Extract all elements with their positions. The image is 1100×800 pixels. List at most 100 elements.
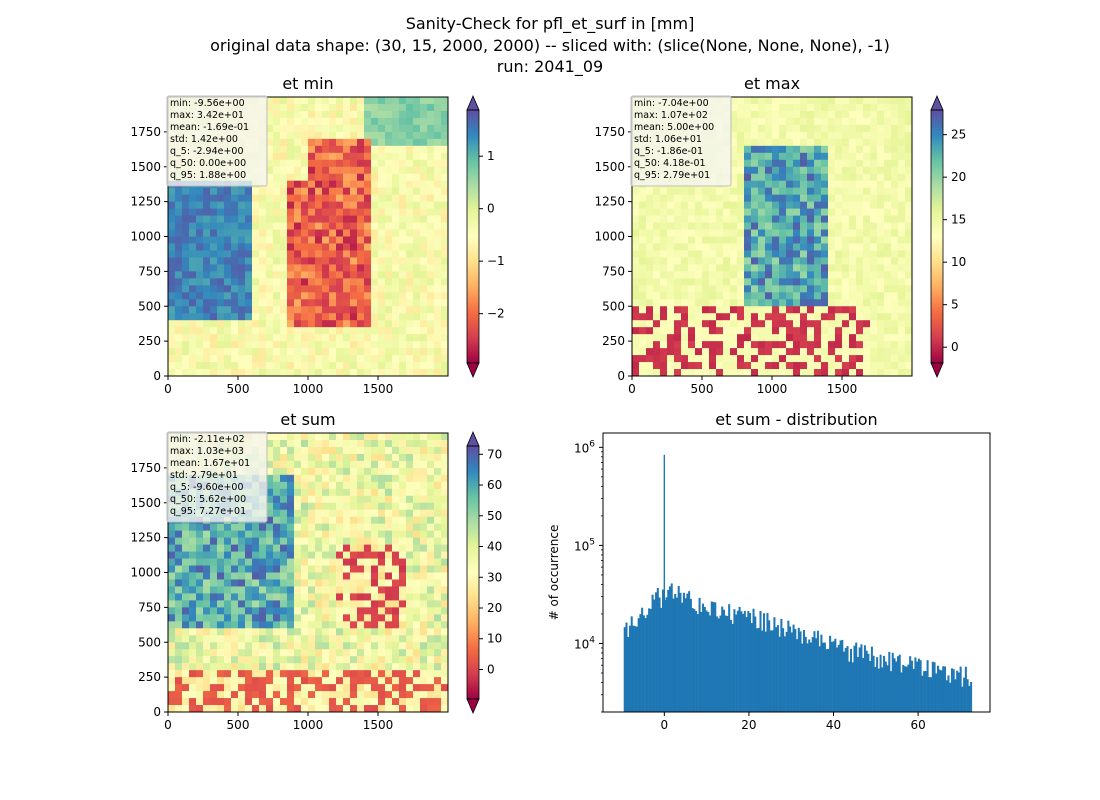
heatmap-cell (287, 586, 295, 594)
heatmap-cell (730, 117, 738, 126)
heatmap-cell (835, 103, 843, 112)
heatmap-cell (266, 579, 274, 587)
heatmap-cell (371, 355, 379, 363)
heatmap-cell (779, 124, 787, 133)
heatmap-cell (709, 285, 717, 293)
heatmap-cell (835, 117, 843, 126)
heatmap-cell (350, 124, 358, 133)
heatmap-cell (434, 362, 442, 370)
heatmap-cell (427, 433, 435, 441)
heatmap-cell (336, 558, 344, 566)
heatmap-cell (730, 208, 738, 216)
heatmap-cell (308, 355, 316, 363)
heatmap-cell (245, 684, 253, 692)
heatmap-cell (252, 607, 260, 615)
heatmap-cell (695, 320, 703, 328)
heatmap-cell (709, 313, 717, 321)
heatmap-cell (660, 264, 668, 272)
heatmap-cell (280, 166, 288, 175)
heatmap-cell (441, 446, 449, 455)
heatmap-cell (280, 649, 288, 657)
heatmap-cell (329, 439, 337, 448)
heatmap-cell (371, 572, 379, 580)
heatmap-cell (800, 117, 808, 126)
heatmap-cell (870, 348, 878, 356)
histogram-bar (639, 614, 642, 712)
heatmap-cell (884, 299, 892, 307)
heatmap-cell (273, 663, 281, 671)
heatmap-cell (772, 278, 780, 286)
heatmap-cell (182, 635, 190, 643)
heatmap-cell (273, 285, 281, 293)
heatmap-cell (378, 593, 386, 601)
heatmap-cell (294, 474, 302, 483)
heatmap-cell (702, 320, 710, 328)
heatmap-cell (898, 264, 906, 272)
heatmap-cell (280, 488, 288, 497)
heatmap-cell (224, 299, 232, 307)
heatmap-cell (413, 600, 421, 608)
heatmap-cell (315, 698, 323, 706)
heatmap-cell (224, 642, 232, 650)
heatmap-cell (266, 663, 274, 671)
heatmap-cell (203, 530, 211, 539)
heatmap-cell (231, 285, 239, 293)
heatmap-cell (392, 474, 400, 483)
heatmap-cell (308, 229, 316, 237)
colorbar-tick-label: 70 (487, 447, 502, 461)
heatmap-cell (406, 278, 414, 286)
stats-line: min: -9.56e+00 (170, 98, 245, 109)
heatmap-cell (322, 229, 330, 237)
heatmap-cell (905, 222, 913, 230)
heatmap-cell (385, 327, 393, 335)
heatmap-cell (364, 579, 372, 587)
heatmap-cell (266, 607, 274, 615)
heatmap-cell (681, 362, 689, 370)
heatmap-cell (730, 257, 738, 265)
heatmap-cell (294, 705, 302, 713)
heatmap-cell (329, 355, 337, 363)
heatmap-cell (730, 278, 738, 286)
heatmap-cell (364, 509, 372, 518)
heatmap-cell (357, 621, 365, 629)
heatmap-cell (301, 642, 309, 650)
heatmap-cell (252, 628, 260, 636)
heatmap-cell (357, 495, 365, 504)
heatmap-cell (420, 313, 428, 321)
heatmap-cell (273, 264, 281, 272)
heatmap-cell (308, 670, 316, 678)
heatmap-cell (434, 670, 442, 678)
heatmap-cell (308, 257, 316, 265)
heatmap-cell (828, 278, 836, 286)
x-tick-label: 0 (628, 382, 636, 396)
heatmap-cell (744, 362, 752, 370)
heatmap-cell (751, 327, 759, 335)
heatmap-cell (280, 642, 288, 650)
heatmap-cell (786, 110, 794, 119)
heatmap-cell (842, 110, 850, 119)
heatmap-cell (891, 257, 899, 265)
heatmap-cell (758, 313, 766, 321)
heatmap-cell (350, 264, 358, 272)
heatmap-cell (294, 320, 302, 328)
heatmap-cell (371, 215, 379, 223)
heatmap-cell (336, 145, 344, 154)
heatmap-cell (737, 306, 745, 314)
heatmap-cell (385, 460, 393, 469)
heatmap-cell (399, 509, 407, 518)
heatmap-cell (364, 586, 372, 594)
heatmap-cell (378, 614, 386, 622)
heatmap-cell (238, 313, 246, 321)
heatmap-cell (779, 166, 787, 175)
heatmap-cell (308, 593, 316, 601)
heatmap-cell (779, 222, 787, 230)
heatmap-cell (392, 621, 400, 629)
heatmap-cell (413, 306, 421, 314)
heatmap-cell (905, 152, 913, 161)
heatmap-cell (744, 173, 752, 182)
heatmap-cell (772, 201, 780, 210)
heatmap-cell (758, 187, 766, 196)
heatmap-cell (252, 537, 260, 546)
heatmap-cell (772, 250, 780, 258)
